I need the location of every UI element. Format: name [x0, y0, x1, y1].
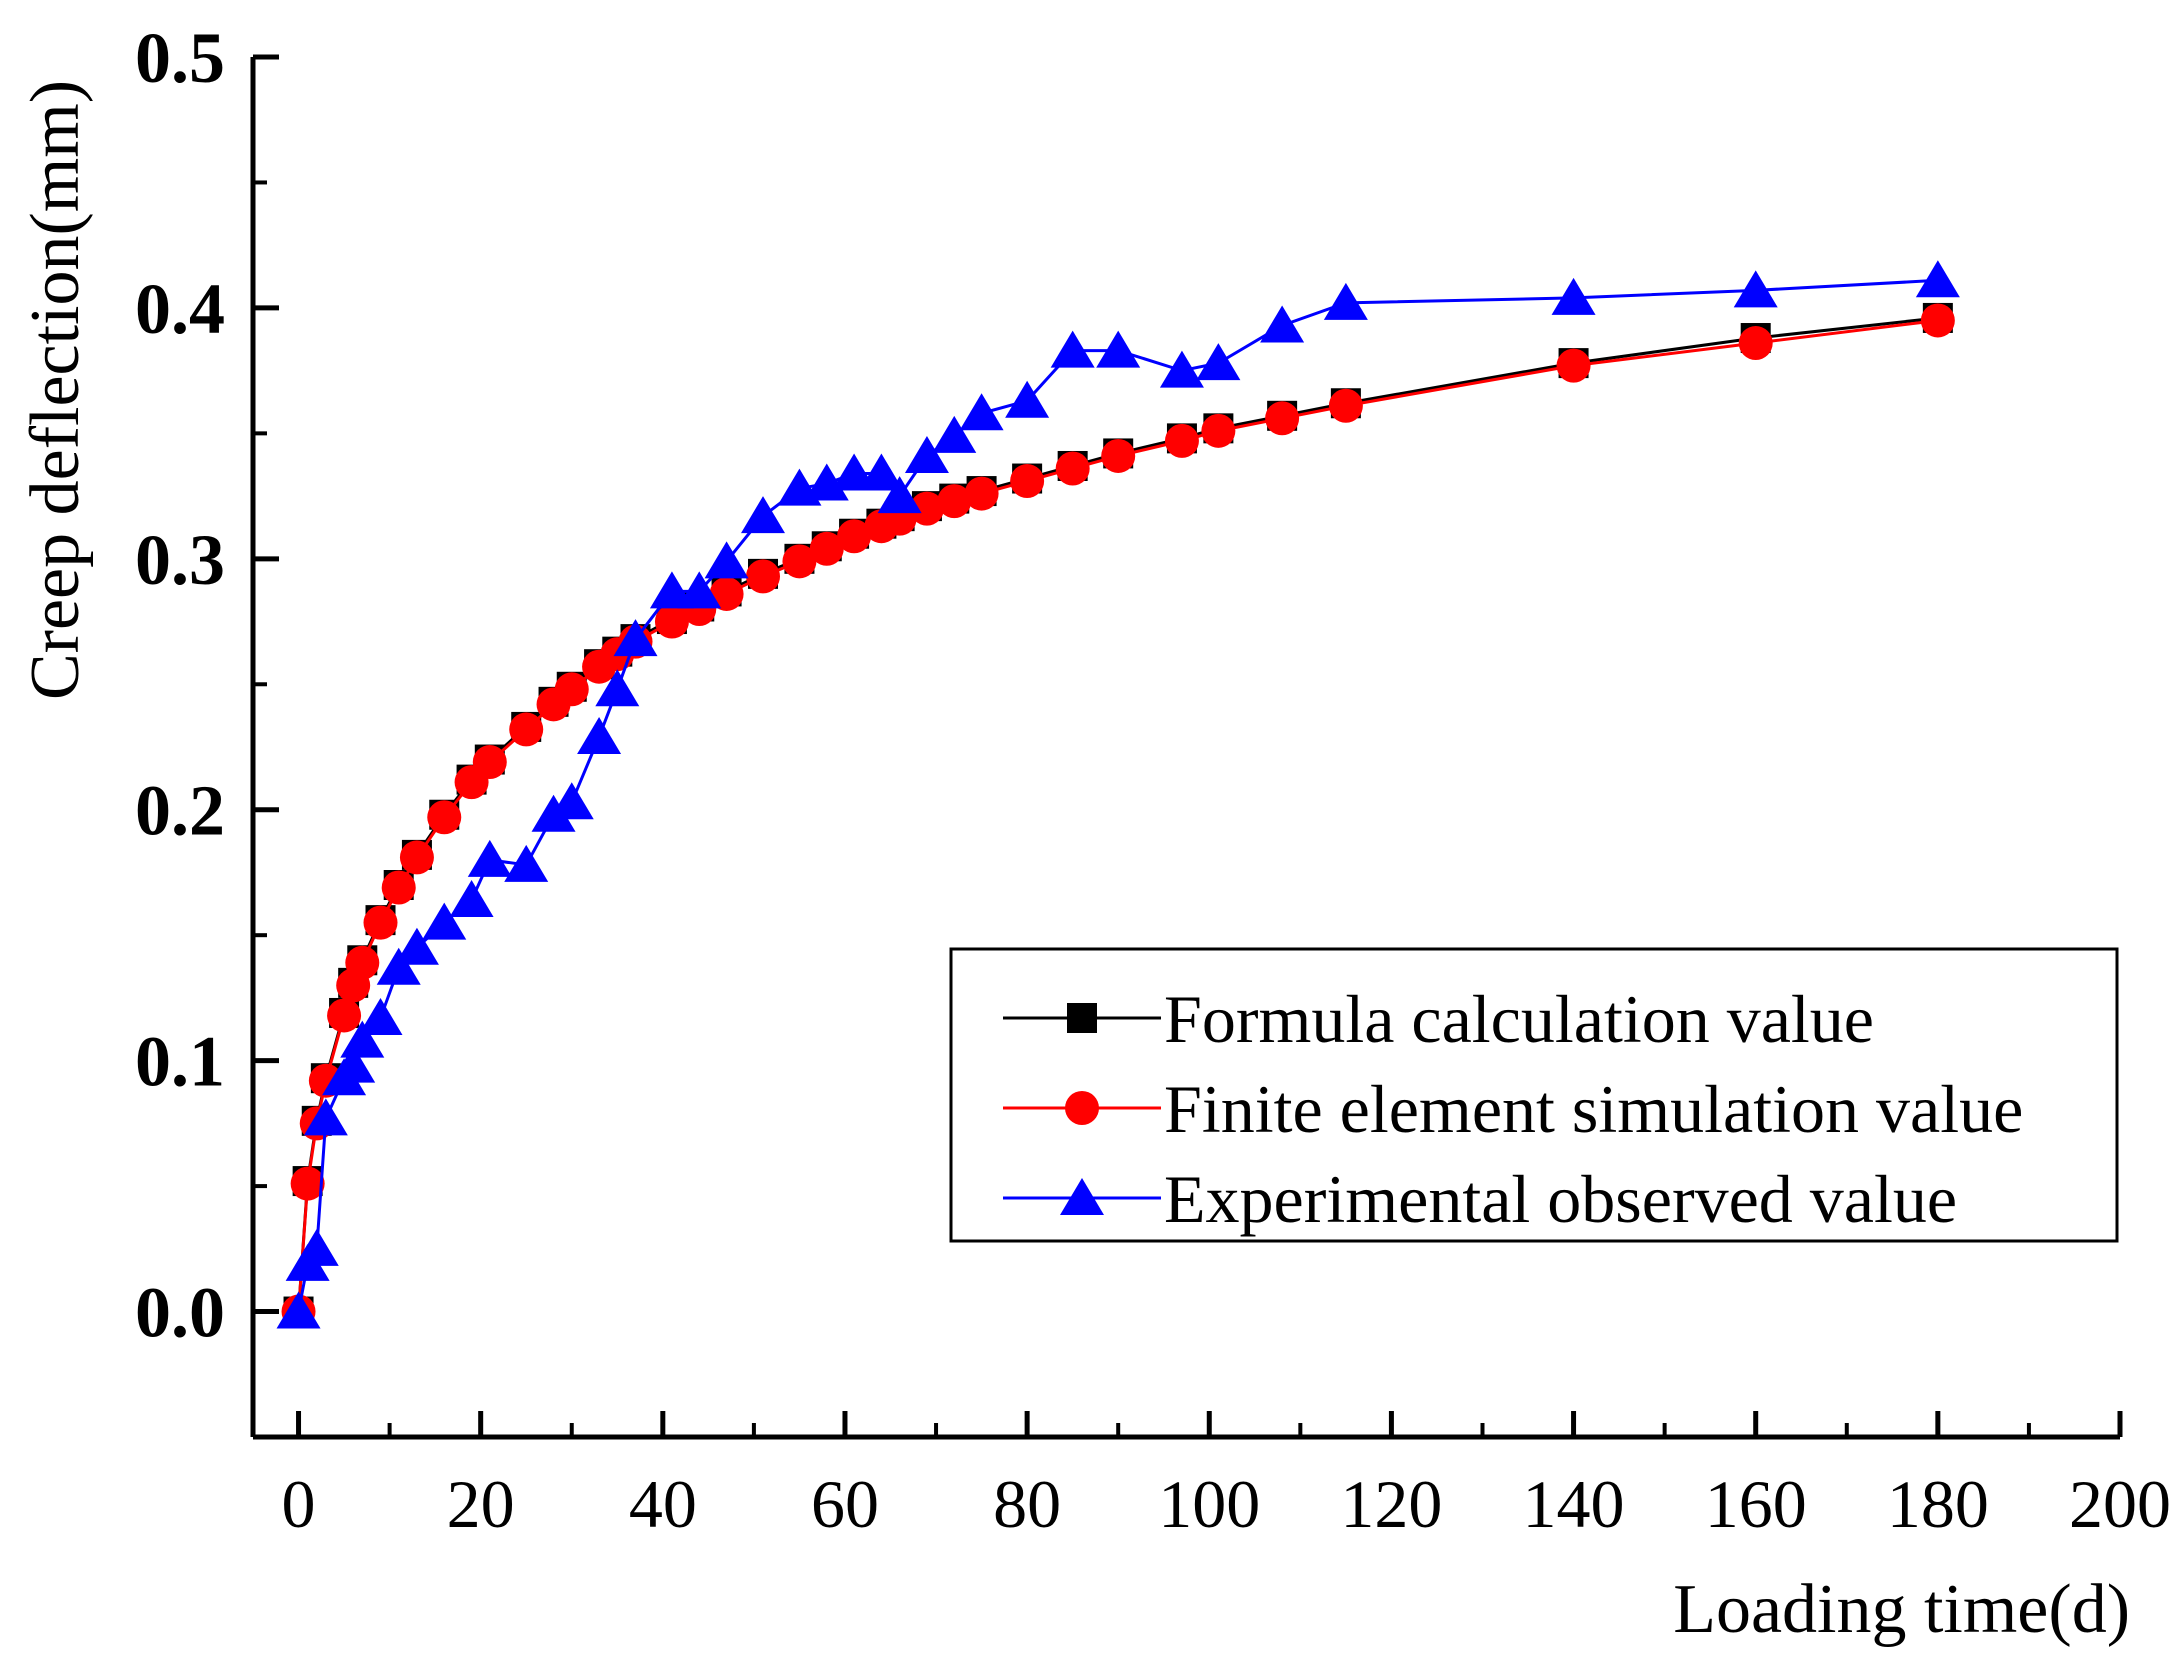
- data-point: [613, 619, 658, 657]
- data-point: [1551, 277, 1596, 315]
- legend: Formula calculation value Finite element …: [949, 947, 2119, 1243]
- x-tick-label: 180: [1887, 1466, 1989, 1542]
- data-point: [363, 905, 398, 940]
- data-point: [909, 491, 944, 526]
- legend-item: Finite element simulation value: [1003, 1071, 2023, 1147]
- data-point: [746, 559, 781, 594]
- x-axis-title: Loading time(d): [1673, 1571, 2130, 1648]
- data-point: [1915, 260, 1960, 298]
- data-point: [554, 672, 589, 707]
- data-point: [399, 840, 434, 875]
- axes: 0.0 0.1 0.2 0.3 0.4 0.5 0 20 40 60 80 100 120 140 160 1…: [135, 18, 2171, 1542]
- data-point: [577, 716, 622, 754]
- data-point: [782, 544, 817, 579]
- data-point: [804, 463, 849, 501]
- data-point: [340, 1020, 385, 1058]
- data-point: [472, 745, 507, 780]
- data-point: [1260, 305, 1305, 343]
- data-point: [1196, 343, 1241, 381]
- data-point: [427, 800, 462, 835]
- series-layer: [276, 260, 1960, 1329]
- x-tick-label: 120: [1340, 1466, 1442, 1542]
- y-tick-label: 0.0: [135, 1273, 225, 1353]
- data-point: [303, 1098, 348, 1136]
- x-tick-label: 60: [811, 1466, 879, 1542]
- data-point: [1159, 350, 1204, 388]
- data-point: [1733, 270, 1778, 308]
- data-point: [741, 496, 786, 534]
- legend-item: Formula calculation value: [1003, 981, 1874, 1057]
- data-point: [877, 476, 922, 514]
- data-point: [964, 476, 999, 511]
- data-point: [327, 998, 362, 1033]
- x-tick-label: 100: [1158, 1466, 1260, 1542]
- data-point: [381, 870, 416, 905]
- series-3: [276, 260, 1960, 1329]
- data-point: [709, 576, 744, 611]
- data-point: [1328, 388, 1363, 423]
- y-axis-title: Creep deflection(mm): [17, 80, 94, 700]
- legend-item: Experimental observed value: [1003, 1161, 1957, 1237]
- data-point: [504, 844, 549, 882]
- data-point: [345, 945, 380, 980]
- data-point: [1010, 464, 1045, 499]
- data-point: [1920, 303, 1955, 338]
- data-point: [509, 712, 544, 747]
- data-point: [837, 519, 872, 554]
- data-point: [290, 1166, 325, 1201]
- x-tick-label: 160: [1705, 1466, 1807, 1542]
- legend-label: Experimental observed value: [1164, 1161, 1957, 1237]
- data-point: [932, 415, 977, 453]
- legend-marker: [1060, 1178, 1104, 1215]
- legend-marker: [1067, 1003, 1097, 1033]
- y-tick-label: 0.2: [135, 771, 225, 851]
- data-point: [422, 902, 467, 940]
- data-point: [595, 669, 640, 707]
- y-tick-label: 0.1: [135, 1022, 225, 1102]
- data-point: [654, 604, 689, 639]
- data-point: [859, 453, 904, 491]
- data-point: [937, 484, 972, 519]
- data-point: [1323, 282, 1368, 320]
- data-point: [331, 1045, 376, 1083]
- data-point: [1101, 438, 1136, 473]
- data-point: [467, 839, 512, 877]
- legend-label: Finite element simulation value: [1164, 1071, 2023, 1147]
- data-point: [1055, 451, 1090, 486]
- data-point: [1096, 330, 1141, 368]
- data-point: [1050, 330, 1095, 368]
- x-tick-label: 140: [1523, 1466, 1625, 1542]
- legend-label: Formula calculation value: [1164, 981, 1874, 1057]
- data-point: [904, 435, 949, 473]
- data-point: [704, 541, 749, 579]
- data-point: [394, 927, 439, 965]
- data-point: [376, 947, 421, 985]
- data-point: [358, 997, 403, 1035]
- y-tick-label: 0.3: [135, 520, 225, 600]
- data-point: [449, 880, 494, 918]
- data-point: [276, 1291, 321, 1329]
- x-tick-label: 40: [629, 1466, 697, 1542]
- data-point: [1164, 423, 1199, 458]
- data-point: [1005, 380, 1050, 418]
- x-tick-label: 0: [282, 1466, 316, 1542]
- legend-marker: [1065, 1091, 1099, 1125]
- y-tick-label: 0.4: [135, 269, 225, 349]
- data-point: [1201, 413, 1236, 448]
- data-point: [677, 571, 722, 609]
- x-tick-label: 80: [993, 1466, 1061, 1542]
- x-tick-label: 200: [2069, 1466, 2171, 1542]
- x-tick-label: 20: [447, 1466, 515, 1542]
- data-point: [1265, 401, 1300, 436]
- data-point: [549, 782, 594, 820]
- data-point: [1556, 348, 1591, 383]
- legend-box: [949, 947, 2119, 1243]
- data-point: [959, 393, 1004, 431]
- data-point: [809, 531, 844, 566]
- data-point: [294, 1228, 339, 1266]
- data-point: [1738, 326, 1773, 361]
- y-tick-label: 0.5: [135, 18, 225, 98]
